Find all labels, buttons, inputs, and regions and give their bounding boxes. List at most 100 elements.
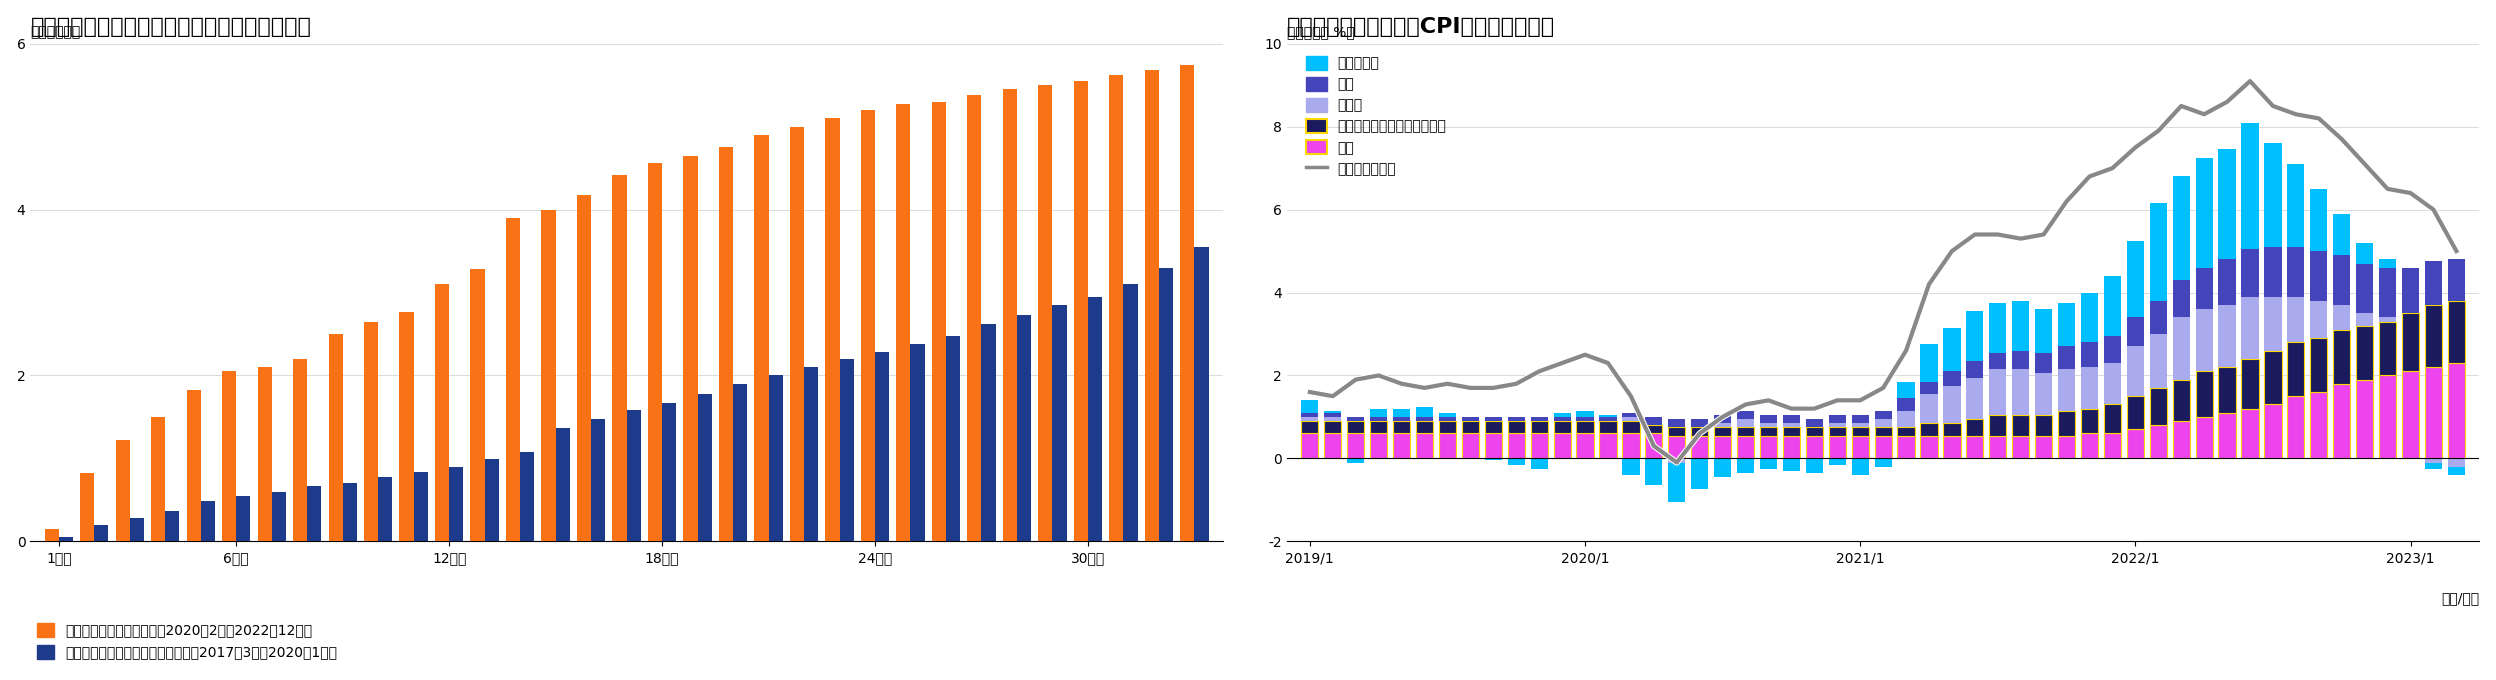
Bar [1123,284,1138,541]
Bar [1645,458,1662,486]
Bar [2426,458,2441,462]
Bar [1530,421,1548,433]
Bar [1038,85,1053,541]
Bar [1108,75,1123,541]
Bar [2449,466,2466,475]
Bar [1016,315,1031,541]
Bar [2426,305,2441,367]
Bar [2104,363,2122,405]
Bar [1830,427,1847,436]
Bar [272,492,287,541]
Bar [557,428,569,541]
Bar [1737,411,1755,419]
Bar [2012,351,2029,369]
Bar [1760,427,1777,436]
Bar [2449,259,2466,301]
Bar [804,367,819,541]
Bar [2082,367,2099,409]
Bar [1760,423,1777,427]
Bar [1622,417,1640,421]
Bar [2264,143,2281,247]
Bar [1852,427,1870,436]
Bar [1967,361,1984,377]
Bar [2149,301,2167,334]
Legend: エネルギー, 食品, コア財, コア・サービス（除く家賃）, 家賃, 消費者物価指数: エネルギー, 食品, コア財, コア・サービス（除く家賃）, 家賃, 消費者物価… [1305,56,1448,176]
Bar [1530,458,1548,469]
Bar [1760,415,1777,423]
Bar [1508,417,1525,421]
Bar [2264,247,2281,296]
消費者物価指数 [1548,359,1577,367]
Bar [1919,381,1937,394]
Bar [1415,407,1433,417]
Bar [1325,433,1340,458]
Bar [896,104,911,541]
Bar [2356,313,2374,326]
Bar [1622,433,1640,458]
Bar [1805,427,1822,436]
Bar [1944,371,1959,386]
Bar [1715,436,1732,458]
Bar [1370,409,1388,417]
Bar [2219,305,2236,367]
Bar [130,518,145,541]
Bar [2334,214,2351,255]
Bar [342,483,357,541]
Bar [542,209,557,541]
Bar [1667,427,1685,436]
Bar [2149,334,2167,388]
Bar [2379,322,2396,375]
Bar [1438,417,1455,421]
Bar [1553,413,1570,417]
Bar [826,118,839,541]
Bar [2149,425,2167,458]
Bar [931,102,946,541]
Text: コロナ前と後の米国の家計の累積貯蓄額の比較: コロナ前と後の米国の家計の累積貯蓄額の比較 [30,17,312,37]
Bar [200,501,215,541]
消費者物価指数 [1685,429,1715,437]
Bar [734,384,746,541]
Bar [2426,367,2441,458]
Bar [2379,375,2396,458]
Bar [2059,369,2074,411]
Bar [1600,433,1617,458]
Bar [2082,342,2099,367]
Bar [1989,369,2007,415]
Bar [1782,423,1800,427]
Bar [1645,425,1662,433]
Bar [861,110,876,541]
Bar [1944,386,1959,423]
Bar [1415,433,1433,458]
Bar [115,440,130,541]
消費者物価指数 [2074,172,2104,180]
Bar [1919,344,1937,381]
Bar [1348,421,1365,433]
Bar [2311,392,2326,458]
Bar [754,135,769,541]
Bar [1348,458,1365,462]
Bar [1715,415,1732,423]
Bar [1667,462,1685,502]
Bar [2172,280,2189,318]
Bar [1645,417,1662,425]
Bar [2149,203,2167,301]
Bar [1463,433,1480,458]
Bar [1645,433,1662,458]
Bar [1325,417,1340,421]
Bar [1485,417,1503,421]
Bar [165,511,180,541]
Bar [2127,429,2144,458]
Bar [2311,301,2326,338]
Bar [1989,436,2007,458]
Bar [1393,409,1410,417]
Bar [2172,318,2189,379]
Bar [1692,458,1707,490]
Bar [2286,164,2304,247]
Bar [1919,423,1937,436]
Bar [1944,423,1959,436]
Bar [2127,318,2144,346]
Bar [1053,305,1066,541]
Bar [2196,309,2214,371]
Bar [2082,409,2099,433]
Bar [1196,247,1208,541]
